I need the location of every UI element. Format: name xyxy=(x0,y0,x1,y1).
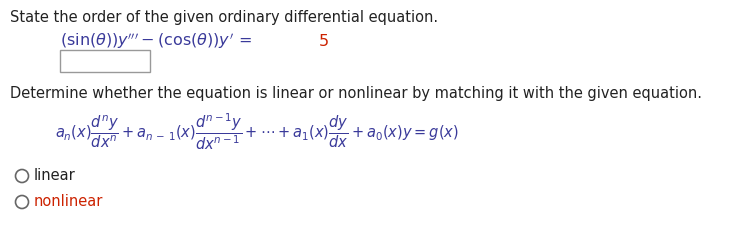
Text: linear: linear xyxy=(34,168,76,184)
Text: $(\sin(\theta))y''' - (\cos(\theta))y' \,=\,$: $(\sin(\theta))y''' - (\cos(\theta))y' \… xyxy=(60,31,252,51)
Text: $a_n(x)\dfrac{d^n y}{dx^n} + a_{n\,-\,1}(x)\dfrac{d^{n-1}y}{dx^{n-1}} + \cdots +: $a_n(x)\dfrac{d^n y}{dx^n} + a_{n\,-\,1}… xyxy=(55,112,459,153)
Text: Determine whether the equation is linear or nonlinear by matching it with the gi: Determine whether the equation is linear… xyxy=(10,86,702,101)
Text: $5$: $5$ xyxy=(318,33,329,49)
Text: nonlinear: nonlinear xyxy=(34,194,103,210)
FancyBboxPatch shape xyxy=(60,50,150,72)
Text: State the order of the given ordinary differential equation.: State the order of the given ordinary di… xyxy=(10,10,438,25)
